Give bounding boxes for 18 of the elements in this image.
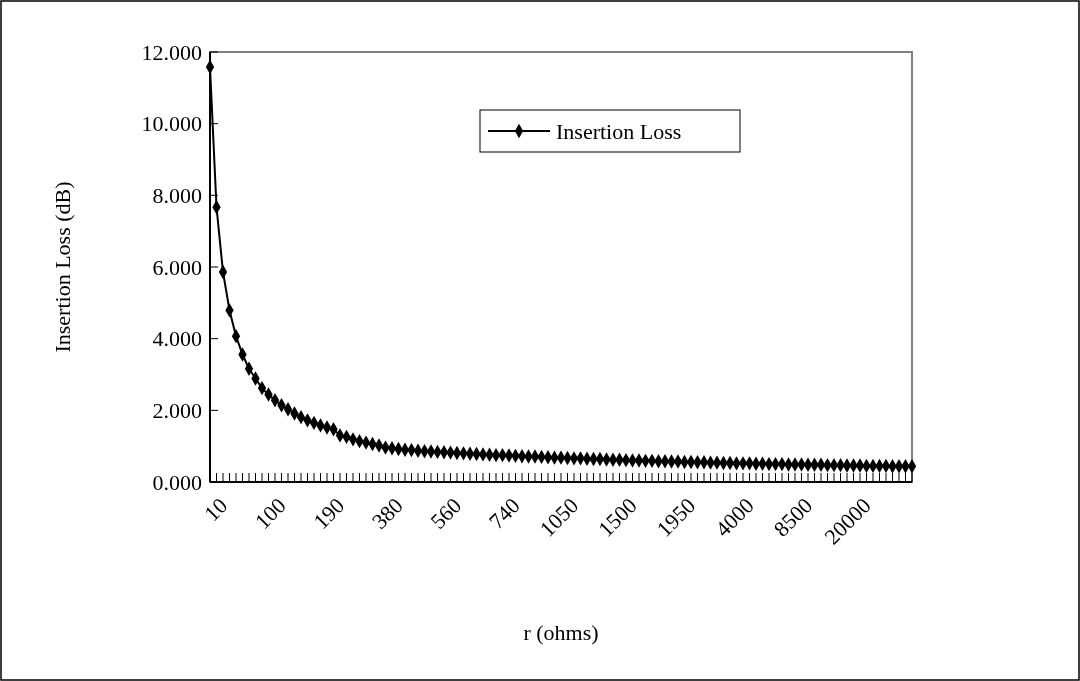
x-tick-label: 8500 bbox=[768, 492, 818, 542]
x-tick-label: 190 bbox=[308, 492, 350, 534]
x-tick-label: 380 bbox=[366, 492, 408, 534]
y-tick-label: 10.000 bbox=[141, 111, 202, 137]
y-tick-label: 8.000 bbox=[152, 183, 202, 209]
x-tick-label: 560 bbox=[425, 492, 467, 534]
y-axis-title: Insertion Loss (dB) bbox=[50, 181, 75, 353]
legend-label: Insertion Loss bbox=[556, 118, 682, 144]
y-tick-label: 4.000 bbox=[152, 326, 202, 352]
y-tick-label: 12.000 bbox=[141, 39, 202, 65]
x-tick-label: 10 bbox=[199, 492, 233, 526]
y-tick-label: 6.000 bbox=[152, 254, 202, 280]
x-tick-label: 100 bbox=[249, 492, 291, 534]
x-tick-label: 740 bbox=[483, 492, 525, 534]
y-tick-label: 2.000 bbox=[152, 398, 202, 424]
x-tick-label: 4000 bbox=[710, 492, 759, 542]
y-tick-label: 0.000 bbox=[152, 469, 202, 495]
x-axis-title: r (ohms) bbox=[523, 620, 599, 645]
